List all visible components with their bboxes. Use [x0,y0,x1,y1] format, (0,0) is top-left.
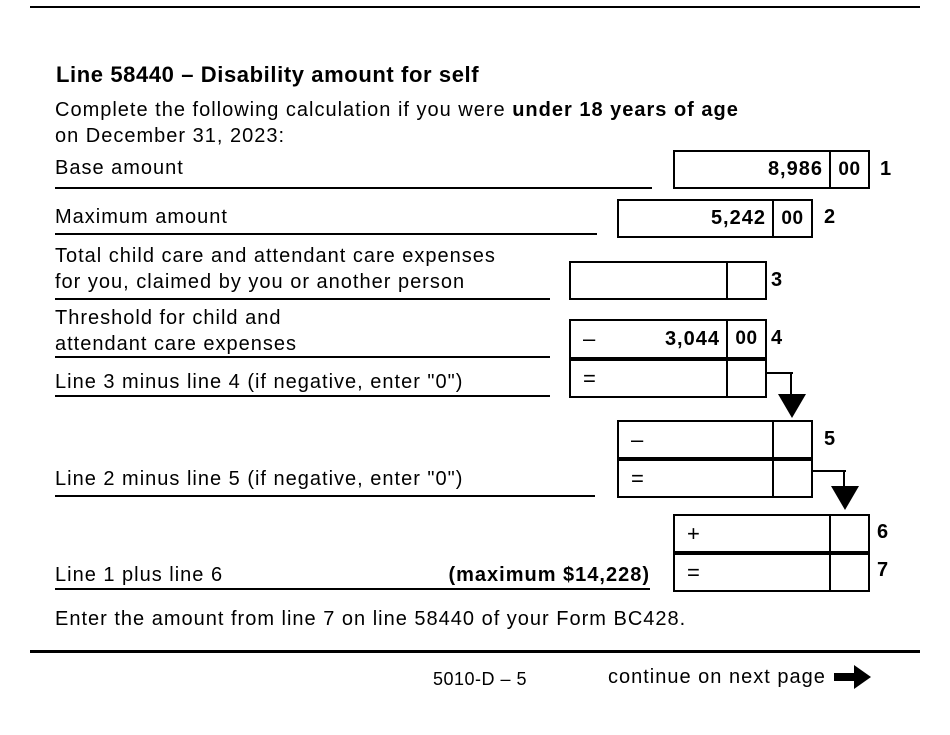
row3-label-line1: Total child care and attendant care expe… [55,245,496,267]
row3-amount-box[interactable] [569,261,767,300]
row7-maximum-note: (maximum $14,228) [448,564,650,586]
row1-cents-cell: 00 [829,152,868,187]
row4-label-line1: Threshold for child and [55,307,282,329]
arrow1-horizontal-stem [767,372,793,374]
row6-cents-cell[interactable] [829,516,868,551]
row4-amount-cell: – 3,044 [571,321,726,357]
row6-plus-operator: + [687,520,700,546]
row2-cents-cell: 00 [772,201,811,236]
footer-rule [30,650,920,653]
row4-label: Threshold for child and attendant care e… [55,305,297,357]
continue-text: continue on next page [608,665,826,688]
row3-label: Total child care and attendant care expe… [55,243,496,295]
row2-value: 5,242 [710,207,766,229]
row2-amount-box: 5,242 00 [617,199,813,238]
row4-line-number: 4 [771,327,783,349]
row5b-cents-cell[interactable] [772,461,811,496]
row4b-underline [55,395,550,397]
row1-underline [55,187,652,189]
row5-minus-operator: – [631,426,644,452]
row4-underline [55,356,550,358]
row5b-result-box[interactable]: = [617,459,813,498]
row2-line-number: 2 [824,206,836,228]
row6-amount-cell[interactable]: + [675,516,829,551]
row5-amount-cell[interactable]: – [619,422,772,457]
intro-line2: on December 31, 2023: [55,125,286,147]
row7-result-box[interactable]: = [673,553,870,592]
row4-amount-box: – 3,044 00 [569,319,767,359]
arrow1-down-icon [778,394,806,418]
row1-label: Base amount [55,157,184,179]
row4-value: 3,044 [664,327,720,350]
row1-value: 8,986 [767,158,823,180]
row3-underline [55,298,550,300]
row5b-label: Line 2 minus line 5 (if negative, enter … [55,468,464,490]
row5-amount-box[interactable]: – [617,420,813,459]
row7-label: Line 1 plus line 6 [55,564,224,586]
page-title: Line 58440 – Disability amount for self [56,62,480,87]
row4b-result-box[interactable]: = [569,359,767,398]
row4-label-line2: attendant care expenses [55,333,298,355]
row2-underline [55,233,597,235]
row2-label: Maximum amount [55,206,228,228]
row5b-amount-cell[interactable]: = [619,461,772,496]
row5-line-number: 5 [824,428,836,450]
arrow2-horizontal-stem [813,470,846,472]
row7-line-number: 7 [877,559,889,581]
row7-amount-cell[interactable]: = [675,555,829,590]
row4b-cents-cell[interactable] [726,361,765,396]
intro-line1-regular: Complete the following calculation if yo… [55,99,513,121]
row5b-equals-operator: = [631,465,644,491]
row2-amount-cell: 5,242 [619,201,772,236]
intro-text: Complete the following calculation if yo… [55,97,739,149]
row5-cents-cell[interactable] [772,422,811,457]
row1-line-number: 1 [880,158,892,180]
row4-cents-cell: 00 [726,321,765,357]
row3-line-number: 3 [771,269,783,291]
footnote-text: Enter the amount from line 7 on line 584… [55,608,687,630]
row3-amount-cell[interactable] [571,263,726,298]
row3-label-line2: for you, claimed by you or another perso… [55,271,466,293]
row1-amount-cell: 8,986 [675,152,829,187]
row7-cents-cell[interactable] [829,555,868,590]
row4b-equals-operator: = [583,365,596,391]
row7-underline [55,588,650,590]
row7-equals-operator: = [687,559,700,585]
row4b-label: Line 3 minus line 4 (if negative, enter … [55,371,464,393]
row4b-amount-cell[interactable]: = [571,361,726,396]
intro-line1-bold: under 18 years of age [512,99,739,121]
row1-amount-box: 8,986 00 [673,150,870,189]
row6-amount-box[interactable]: + [673,514,870,553]
arrow1-vertical-stem [790,372,792,396]
row4-minus-operator: – [583,326,596,351]
row6-line-number: 6 [877,521,889,543]
top-rule [30,6,920,8]
continue-next-page: continue on next page [608,664,872,690]
page-number: 5010-D – 5 [432,669,528,689]
arrow2-vertical-stem [843,470,845,488]
row5b-underline [55,495,595,497]
row3-cents-cell[interactable] [726,263,765,298]
arrow-right-icon [833,665,871,689]
arrow2-down-icon [831,486,859,510]
